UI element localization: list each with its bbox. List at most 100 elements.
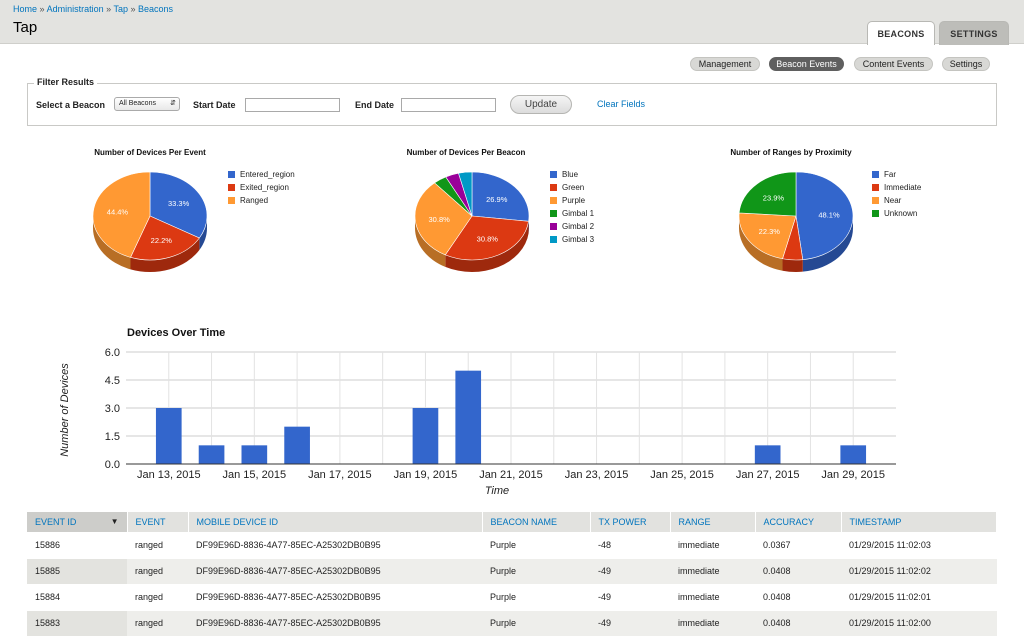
pie-slice[interactable] [92,171,151,258]
y-axis-title: Number of Devices [59,363,71,457]
x-tick-label: Jan 27, 2015 [736,469,800,481]
x-axis-title: Time [485,485,509,497]
cell-event: ranged [127,558,188,585]
pie-slice[interactable] [414,182,473,256]
pie-slice[interactable] [471,171,530,222]
cell-event-id: 15884 [27,584,127,611]
cell-accuracy: 0.0367 [755,532,841,559]
column-header-event-id[interactable]: EVENT ID ▼ [27,512,128,532]
bar[interactable] [754,445,781,464]
pie-slice-side [415,216,446,267]
column-header-event[interactable]: EVENT [127,512,189,532]
bar[interactable] [155,408,182,464]
legend-item: Gimbal 2 [550,220,594,233]
legend-item: Ranged [228,194,295,207]
bar[interactable] [241,445,268,464]
breadcrumb: Home » Administration » Tap » Beacons [13,4,173,14]
tab-settings[interactable]: SETTINGS [939,21,1009,45]
legend-item: Exited_region [228,181,295,194]
pie-slice-label: 26.9% [486,195,508,204]
legend-label: Far [884,170,896,179]
pie-chart-devices-per-event: 33.3% 22.2% 44.4% [92,171,208,272]
bar[interactable] [840,445,867,464]
update-button[interactable]: Update [510,95,572,114]
x-tick-label: Jan 17, 2015 [308,469,372,481]
legend-swatch [228,171,235,178]
pie-legend-beacon: Blue Green Purple Gimbal 1 Gimbal 2 Gimbal 3 [550,168,594,246]
bar-chart-devices-over-time: 0.0 1.5 3.0 4.5 6.0 Jan 13, 2015 Jan 15, 2015 J… [59,347,896,497]
page-title: Tap [13,19,38,36]
column-header-mobile-device-id[interactable]: MOBILE DEVICE ID [188,512,483,532]
pie-slice[interactable] [458,171,473,217]
column-header-range[interactable]: RANGE [670,512,756,532]
breadcrumb-separator: » [39,4,45,14]
pie-slice[interactable] [795,171,854,261]
cell-event: ranged [127,532,188,559]
pie-legend-proximity: Far Immediate Near Unknown [872,168,921,220]
x-tick-label: Jan 13, 2015 [137,469,201,481]
pie-title-beacon: Number of Devices Per Beacon [406,148,526,157]
legend-item: Far [872,168,921,181]
y-tick-label: 3.0 [105,403,120,415]
start-date-input[interactable] [245,98,340,112]
bar[interactable] [198,445,225,464]
pie-slice-label: 30.8% [429,215,451,224]
breadcrumb-tap[interactable]: Tap [113,4,128,14]
subnav-content-events[interactable]: Content Events [854,57,933,71]
clear-fields-link[interactable]: Clear Fields [597,99,646,109]
subnav-settings[interactable]: Settings [942,57,990,71]
legend-swatch [550,197,557,204]
column-header-timestamp[interactable]: TIMESTAMP [841,512,997,532]
cell-tx-power: -49 [590,558,670,585]
legend-label: Unknown [884,209,918,218]
legend-swatch [550,236,557,243]
pie-slice[interactable] [130,215,200,261]
column-header-accuracy[interactable]: ACCURACY [755,512,842,532]
pie-slice-label: 33.3% [168,199,190,208]
bar[interactable] [412,408,439,464]
pie-slice-side [93,216,131,270]
breadcrumb-administration[interactable]: Administration [46,4,104,14]
table-row: 15885 ranged DF99E96D-8836-4A77-85EC-A25… [27,558,997,585]
end-date-input[interactable] [401,98,496,112]
breadcrumb-home[interactable]: Home [13,4,38,14]
bar[interactable] [455,370,482,464]
cell-tx-power: -49 [590,610,670,637]
legend-item: Blue [550,168,594,181]
x-tick-label: Jan 21, 2015 [479,469,543,481]
tab-beacons[interactable]: BEACONS [867,21,935,45]
legend-item: Unknown [872,207,921,220]
beacon-select[interactable]: All Beacons ⇵ [114,97,180,111]
end-date-label: End Date [355,100,395,110]
legend-label: Entered_region [240,170,295,179]
cell-beacon-name: Purple [482,584,590,611]
pie-slice-label: 44.4% [107,208,129,217]
beacon-select-label: Select a Beacon [36,100,106,110]
legend-swatch [872,210,879,217]
pie-slice-side [445,221,529,272]
pie-slice[interactable] [444,215,529,261]
pie-slice[interactable] [738,212,797,260]
table-row: 15886 ranged DF99E96D-8836-4A77-85EC-A25… [27,532,997,559]
pie-title-event: Number of Devices Per Event [94,148,206,157]
column-header-beacon-name[interactable]: BEACON NAME [482,512,591,532]
cell-timestamp: 01/29/2015 11:02:01 [841,584,997,611]
bar[interactable] [284,426,310,464]
legend-item: Green [550,181,594,194]
pie-slice[interactable] [149,171,208,239]
pie-chart-devices-per-beacon: 26.9% 30.8% 30.8% [414,171,530,272]
subnav-management[interactable]: Management [690,57,760,71]
column-header-tx-power[interactable]: TX POWER [590,512,671,532]
table-header-row: EVENT ID ▼ EVENT MOBILE DEVICE ID BEACON… [27,512,997,532]
breadcrumb-beacons[interactable]: Beacons [138,4,174,14]
cell-event: ranged [127,584,188,611]
legend-swatch [550,210,557,217]
breadcrumb-separator: » [130,4,136,14]
cell-accuracy: 0.0408 [755,558,841,585]
cell-event: ranged [127,610,188,637]
filter-legend: Filter Results [34,77,98,87]
cell-event-id: 15885 [27,558,127,585]
subnav-beacon-events[interactable]: Beacon Events [769,57,844,71]
pie-slice[interactable] [738,171,797,217]
cell-mobile-device-id: DF99E96D-8836-4A77-85EC-A25302DB0B95 [188,532,482,559]
